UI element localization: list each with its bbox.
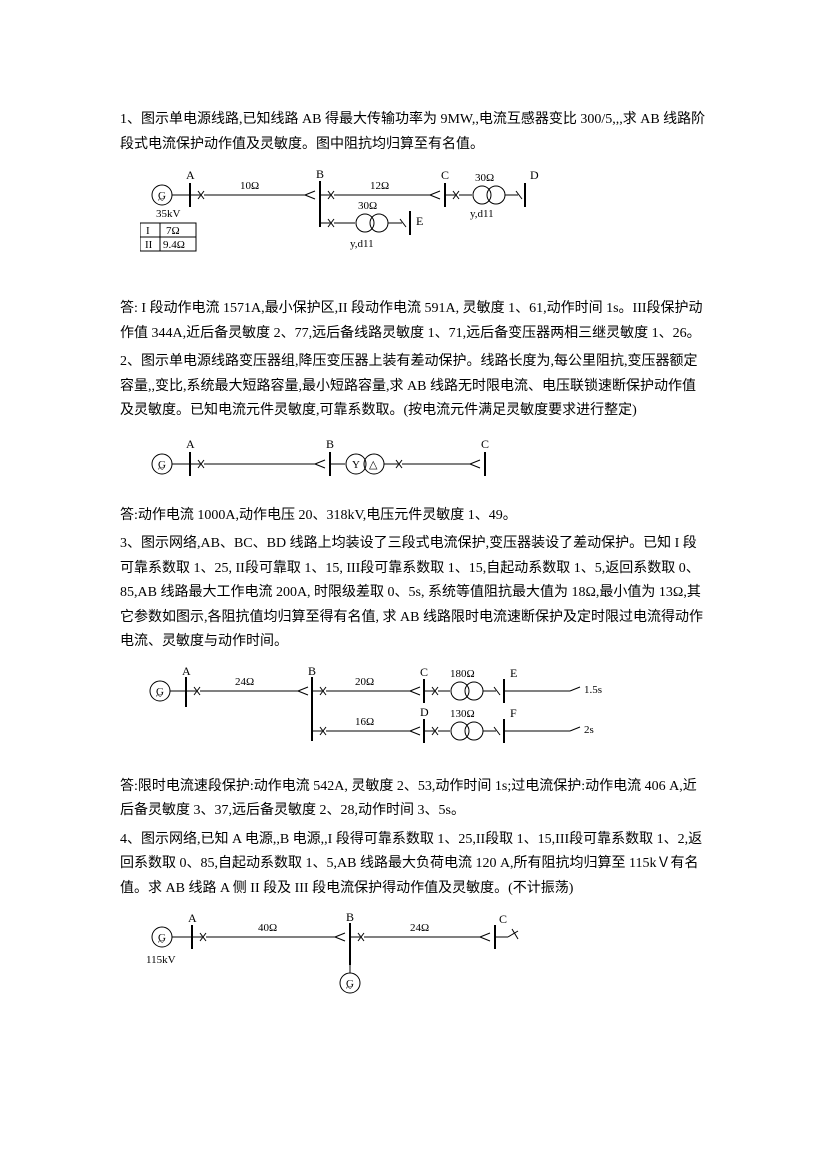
svg-text:B: B [316, 167, 324, 181]
svg-text:D: D [530, 168, 539, 182]
svg-text:C: C [499, 912, 507, 926]
svg-text:B: B [308, 664, 316, 678]
svg-text:10Ω: 10Ω [240, 180, 259, 192]
q3-answer: 答:限时电流速段保护:动作电流 542A, 灵敏度 2、53,动作时间 1s;过… [120, 775, 706, 824]
svg-text:A: A [182, 664, 191, 678]
svg-text:A: A [186, 437, 195, 451]
svg-text:115kV: 115kV [146, 954, 176, 966]
svg-text:B: B [346, 910, 354, 924]
svg-text:~: ~ [156, 690, 162, 702]
svg-text:E: E [510, 666, 517, 680]
svg-text:7Ω: 7Ω [166, 225, 180, 237]
svg-text:~: ~ [158, 194, 164, 206]
svg-text:2s: 2s [584, 724, 594, 736]
svg-text:Y: Y [352, 459, 360, 471]
svg-text:F: F [510, 706, 517, 720]
svg-text:35kV: 35kV [156, 208, 181, 220]
q2-diagram: G~ A B Y △ C [140, 432, 540, 492]
svg-text:II: II [145, 239, 153, 251]
svg-text:~: ~ [346, 982, 352, 994]
svg-text:40Ω: 40Ω [258, 922, 277, 934]
svg-text:C: C [481, 437, 489, 451]
svg-text:D: D [420, 705, 429, 719]
svg-text:24Ω: 24Ω [235, 676, 254, 688]
svg-text:30Ω: 30Ω [358, 200, 377, 212]
svg-text:B: B [326, 437, 334, 451]
q3-text: 3、图示网络,AB、BC、BD 线路上均装设了三段式电流保护,变压器装设了差动保… [120, 532, 706, 655]
svg-text:y,d11: y,d11 [470, 208, 494, 220]
q2-answer: 答:动作电流 1000A,动作电压 20、318kV,电压元件灵敏度 1、49。 [120, 504, 706, 529]
q1-diagram: G~ A 10Ω B 12Ω C 30Ω D y,d11 30Ω E y,d11… [140, 165, 610, 285]
svg-text:30Ω: 30Ω [475, 172, 494, 184]
svg-text:~: ~ [158, 463, 164, 475]
svg-text:130Ω: 130Ω [450, 708, 475, 720]
svg-text:24Ω: 24Ω [410, 922, 429, 934]
svg-text:1.5s: 1.5s [584, 684, 602, 696]
svg-text:16Ω: 16Ω [355, 716, 374, 728]
q1-answer: 答: I 段动作电流 1571A,最小保护区,II 段动作电流 591A, 灵敏… [120, 297, 706, 346]
svg-text:C: C [441, 168, 449, 182]
svg-text:180Ω: 180Ω [450, 668, 475, 680]
svg-text:y,d11: y,d11 [350, 238, 374, 250]
svg-text:△: △ [369, 459, 378, 471]
svg-text:20Ω: 20Ω [355, 676, 374, 688]
svg-text:~: ~ [158, 936, 164, 948]
q3-diagram: G~ A 24Ω B 20Ω C 180Ω E 1.5s 16Ω D 130Ω … [140, 663, 640, 763]
svg-text:A: A [186, 168, 195, 182]
svg-text:I: I [146, 225, 150, 237]
q4-diagram: G~ A 40Ω B 24Ω C G~ 115kV [140, 909, 560, 1009]
svg-text:A: A [188, 911, 197, 925]
svg-text:E: E [416, 214, 423, 228]
svg-text:C: C [420, 665, 428, 679]
svg-text:9.4Ω: 9.4Ω [163, 239, 185, 251]
q2-text: 2、图示单电源线路变压器组,降压变压器上装有差动保护。线路长度为,每公里阻抗,变… [120, 350, 706, 424]
q1-text: 1、图示单电源线路,已知线路 AB 得最大传输功率为 9MW,,电流互感器变比 … [120, 108, 706, 157]
q4-text: 4、图示网络,已知 A 电源,,B 电源,,I 段得可靠系数取 1、25,II段… [120, 828, 706, 902]
svg-text:12Ω: 12Ω [370, 180, 389, 192]
